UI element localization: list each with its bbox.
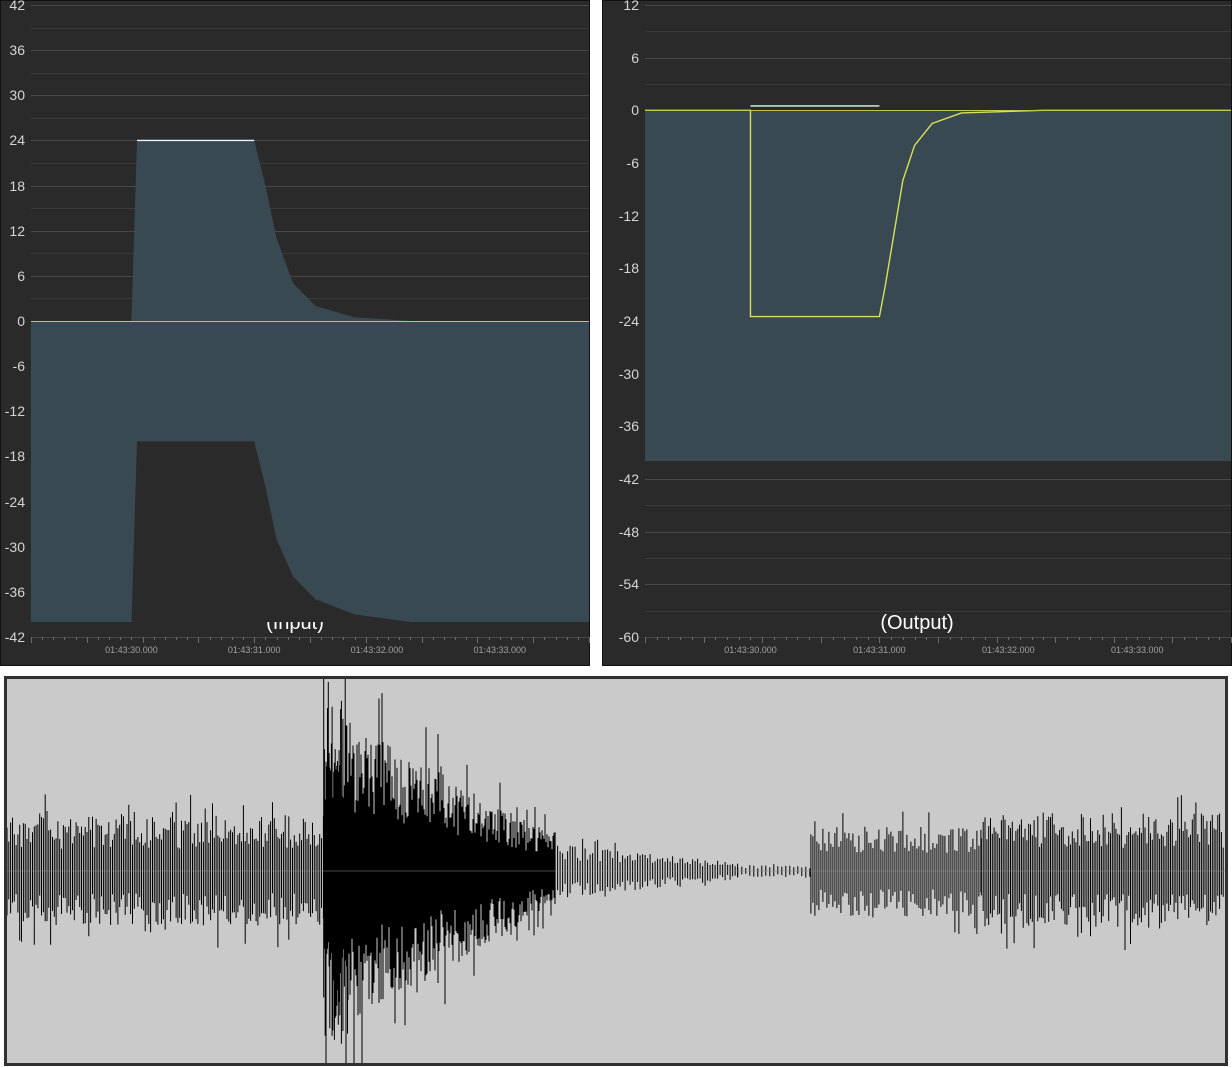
y-tick-label: -24 [619,313,645,329]
y-tick-label: -30 [5,539,31,555]
y-tick-label: -42 [5,629,31,645]
y-tick-label: 6 [17,268,31,284]
y-tick-label: -42 [619,471,645,487]
y-tick-label: 24 [9,132,31,148]
y-tick-label: -18 [619,260,645,276]
input-level-chart: -42 -36 -30 -24 -18 -12 -6 0 6 12 18 24 30 36 42 01:43:… [0,0,590,666]
y-tick-label: 12 [623,0,645,13]
y-tick-label: 0 [17,313,31,329]
input-plot-area: -42-36-30-24-18-12-60612182430364201:43:… [31,5,589,637]
y-tick-label: -6 [13,358,31,374]
y-tick-label: -18 [5,448,31,464]
level-fill-band [31,321,589,622]
y-tick-label: -30 [619,366,645,382]
y-tick-label: -54 [619,576,645,592]
y-tick-label: -12 [619,208,645,224]
output-level-chart: -60-54-48-42-36-30-24-18-12-6061201:43:3… [602,0,1232,666]
y-tick-label: -6 [627,155,645,171]
x-tick-label: 01:43:32.000 [351,645,404,655]
y-tick-label: 42 [9,0,31,13]
output-caption: (Output) [880,612,953,635]
zero-line [31,321,589,322]
y-tick-label: 0 [631,102,645,118]
y-tick-label: 12 [9,223,31,239]
y-tick-label: 6 [631,50,645,66]
zero-line [645,110,1231,111]
y-tick-label: 30 [9,87,31,103]
y-tick-label: 36 [9,42,31,58]
y-tick-label: -48 [619,524,645,540]
y-tick-label: -36 [5,584,31,600]
x-tick-label: 01:43:32.000 [982,645,1035,655]
x-tick-label: 01:43:33.000 [473,645,526,655]
y-tick-label: -12 [5,403,31,419]
level-fill-band [645,110,1231,461]
y-tick-label: -60 [619,629,645,645]
x-tick-label: 01:43:30.000 [105,645,158,655]
y-tick-label: 18 [9,178,31,194]
y-tick-label: -36 [619,418,645,434]
waveform-panel [4,676,1228,1066]
waveform-svg [7,679,1225,1063]
x-tick-label: 01:43:30.000 [724,645,777,655]
output-plot-area: -60-54-48-42-36-30-24-18-12-6061201:43:3… [645,5,1231,637]
x-tick-label: 01:43:31.000 [853,645,906,655]
y-tick-label: -24 [5,494,31,510]
x-tick-label: 01:43:31.000 [228,645,281,655]
x-tick-label: 01:43:33.000 [1111,645,1164,655]
